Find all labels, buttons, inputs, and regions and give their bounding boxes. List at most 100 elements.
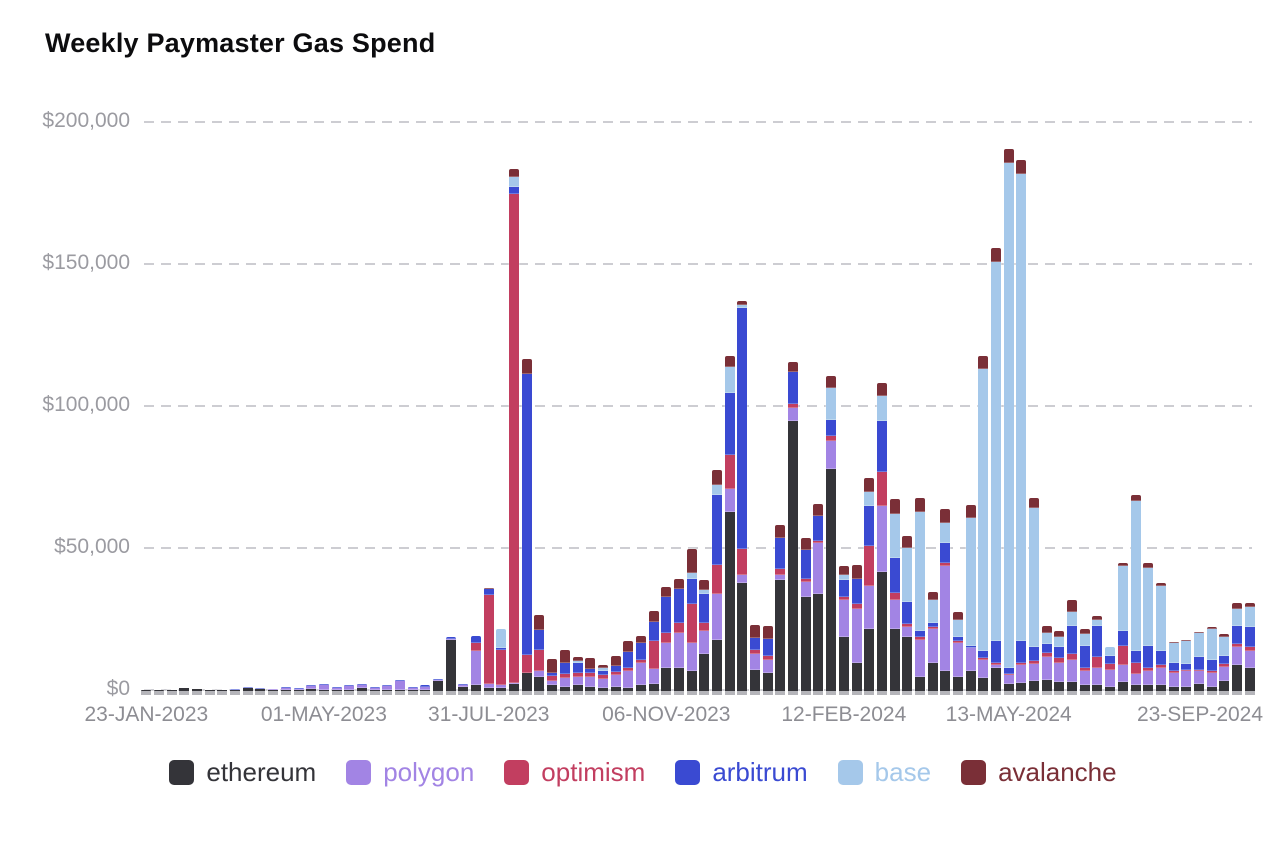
bar-week-20-NOV-2023[interactable] (686, 549, 697, 695)
legend-item-avalanche[interactable]: avalanche (961, 757, 1117, 788)
bar-week-13-FEB-2023[interactable] (179, 687, 190, 695)
bar-week-22-APR-2024[interactable] (965, 505, 976, 695)
bar-week-19-JUN-2023[interactable] (407, 686, 418, 695)
bar-week-20-MAY-2024[interactable] (1016, 159, 1027, 695)
bar-week-17-JUN-2024[interactable] (1067, 600, 1078, 695)
bar-week-27-MAY-2024[interactable] (1029, 497, 1040, 695)
bar-week-13-MAY-2024[interactable] (1003, 148, 1014, 695)
bar-week-03-JUL-2023[interactable] (433, 678, 444, 695)
legend-item-base[interactable]: base (837, 757, 931, 788)
bar-week-12-FEB-2024[interactable] (838, 566, 849, 695)
bar-week-16-SEP-2024[interactable] (1231, 603, 1242, 695)
bar-week-29-APR-2024[interactable] (978, 355, 989, 695)
bar-week-06-FEB-2023[interactable] (166, 689, 177, 695)
bar-week-15-APR-2024[interactable] (952, 611, 963, 695)
bar-week-23-OCT-2023[interactable] (635, 635, 646, 695)
bar-week-14-AUG-2023[interactable] (509, 169, 520, 695)
bar-week-18-DEC-2023[interactable] (737, 300, 748, 695)
bar-week-06-MAY-2024[interactable] (991, 248, 1002, 695)
bar-week-27-MAR-2023[interactable] (255, 688, 266, 695)
bar-week-08-JAN-2024[interactable] (775, 524, 786, 695)
bar-week-15-JUL-2024[interactable] (1117, 563, 1128, 695)
bar-week-06-NOV-2023[interactable] (661, 587, 672, 695)
bar-week-18-SEP-2023[interactable] (572, 656, 583, 695)
bar-week-17-JUL-2023[interactable] (458, 683, 469, 695)
bar-week-11-MAR-2024[interactable] (889, 499, 900, 695)
bar-week-05-FEB-2024[interactable] (826, 375, 837, 695)
bar-week-08-APR-2024[interactable] (940, 509, 951, 695)
bar-week-23-JAN-2023[interactable] (141, 689, 152, 695)
bar-week-25-DEC-2023[interactable] (750, 625, 761, 695)
bar-week-10-APR-2023[interactable] (280, 686, 291, 695)
bar-week-13-NOV-2023[interactable] (673, 578, 684, 695)
bar-week-05-AUG-2024[interactable] (1155, 583, 1166, 695)
bar-week-24-JUN-2024[interactable] (1079, 628, 1090, 695)
bar-week-26-FEB-2024[interactable] (864, 478, 875, 695)
bar-week-25-SEP-2023[interactable] (585, 658, 596, 695)
bar-week-06-MAR-2023[interactable] (217, 689, 228, 695)
bar-week-22-MAY-2023[interactable] (356, 683, 367, 695)
bar-week-30-JAN-2023[interactable] (154, 690, 165, 695)
bar-week-05-JUN-2023[interactable] (382, 684, 393, 695)
legend-item-polygon[interactable]: polygon (346, 757, 474, 788)
bar-week-19-FEB-2024[interactable] (851, 564, 862, 695)
bar-week-02-SEP-2024[interactable] (1206, 627, 1217, 695)
bar-week-19-AUG-2024[interactable] (1181, 639, 1192, 695)
bar-segment-arbitrum (1092, 625, 1103, 657)
bar-week-12-AUG-2024[interactable] (1168, 641, 1179, 695)
bar-week-31-JUL-2023[interactable] (483, 587, 494, 695)
bar-week-02-OCT-2023[interactable] (597, 664, 608, 695)
bar-week-04-DEC-2023[interactable] (712, 469, 723, 695)
bar-week-10-JUN-2024[interactable] (1054, 631, 1065, 695)
bar-week-24-JUL-2023[interactable] (471, 635, 482, 695)
bar-week-04-SEP-2023[interactable] (547, 658, 558, 695)
bar-week-17-APR-2023[interactable] (293, 687, 304, 695)
bar-week-03-APR-2023[interactable] (268, 689, 279, 695)
legend-item-arbitrum[interactable]: arbitrum (675, 757, 808, 788)
bar-week-04-MAR-2024[interactable] (876, 382, 887, 695)
bar-week-27-NOV-2023[interactable] (699, 579, 710, 695)
legend-item-optimism[interactable]: optimism (504, 757, 645, 788)
bar-segment-polygon (762, 660, 773, 674)
bar-week-08-JUL-2024[interactable] (1105, 647, 1116, 695)
bar-week-12-JUN-2023[interactable] (394, 679, 405, 695)
bar-week-01-APR-2024[interactable] (927, 591, 938, 695)
bar-week-29-MAY-2023[interactable] (369, 686, 380, 695)
bar-week-27-FEB-2023[interactable] (204, 689, 215, 695)
bar-week-26-JUN-2023[interactable] (420, 685, 431, 695)
bar-week-28-AUG-2023[interactable] (534, 615, 545, 695)
bar-week-20-FEB-2023[interactable] (192, 688, 203, 695)
bar-week-18-MAR-2024[interactable] (902, 536, 913, 695)
bar-week-03-JUN-2024[interactable] (1041, 625, 1052, 695)
bar-week-29-JAN-2024[interactable] (813, 503, 824, 695)
bar-segment-avalanche (902, 536, 913, 548)
bar-week-09-SEP-2024[interactable] (1219, 634, 1230, 695)
bar-week-22-JUL-2024[interactable] (1130, 495, 1141, 695)
bar-week-09-OCT-2023[interactable] (610, 656, 621, 695)
bar-week-25-MAR-2024[interactable] (914, 497, 925, 695)
bar-segment-arbitrum (635, 643, 646, 661)
bar-week-16-OCT-2023[interactable] (623, 641, 634, 695)
bar-week-23-SEP-2024[interactable] (1244, 603, 1255, 695)
bar-week-08-MAY-2023[interactable] (331, 686, 342, 695)
bar-segment-optimism (1168, 671, 1179, 673)
bar-week-01-MAY-2023[interactable] (318, 683, 329, 695)
bar-week-13-MAR-2023[interactable] (230, 689, 241, 695)
bar-week-22-JAN-2024[interactable] (800, 537, 811, 695)
bar-week-26-AUG-2024[interactable] (1193, 632, 1204, 695)
bar-week-15-JAN-2024[interactable] (788, 361, 799, 695)
bar-week-01-JAN-2024[interactable] (762, 625, 773, 695)
bar-week-15-MAY-2023[interactable] (344, 685, 355, 695)
bar-week-30-OCT-2023[interactable] (648, 610, 659, 695)
bar-week-11-DEC-2023[interactable] (724, 355, 735, 695)
legend-item-ethereum[interactable]: ethereum (169, 757, 316, 788)
bar-week-07-AUG-2023[interactable] (496, 629, 507, 695)
bar-week-01-JUL-2024[interactable] (1092, 615, 1103, 695)
bar-week-11-SEP-2023[interactable] (559, 650, 570, 695)
bar-week-24-APR-2023[interactable] (306, 684, 317, 695)
bar-week-21-AUG-2023[interactable] (521, 359, 532, 695)
bar-baseline-stub (521, 691, 532, 695)
bar-week-29-JUL-2024[interactable] (1143, 563, 1154, 695)
bar-week-20-MAR-2023[interactable] (242, 687, 253, 695)
bar-week-10-JUL-2023[interactable] (445, 636, 456, 695)
